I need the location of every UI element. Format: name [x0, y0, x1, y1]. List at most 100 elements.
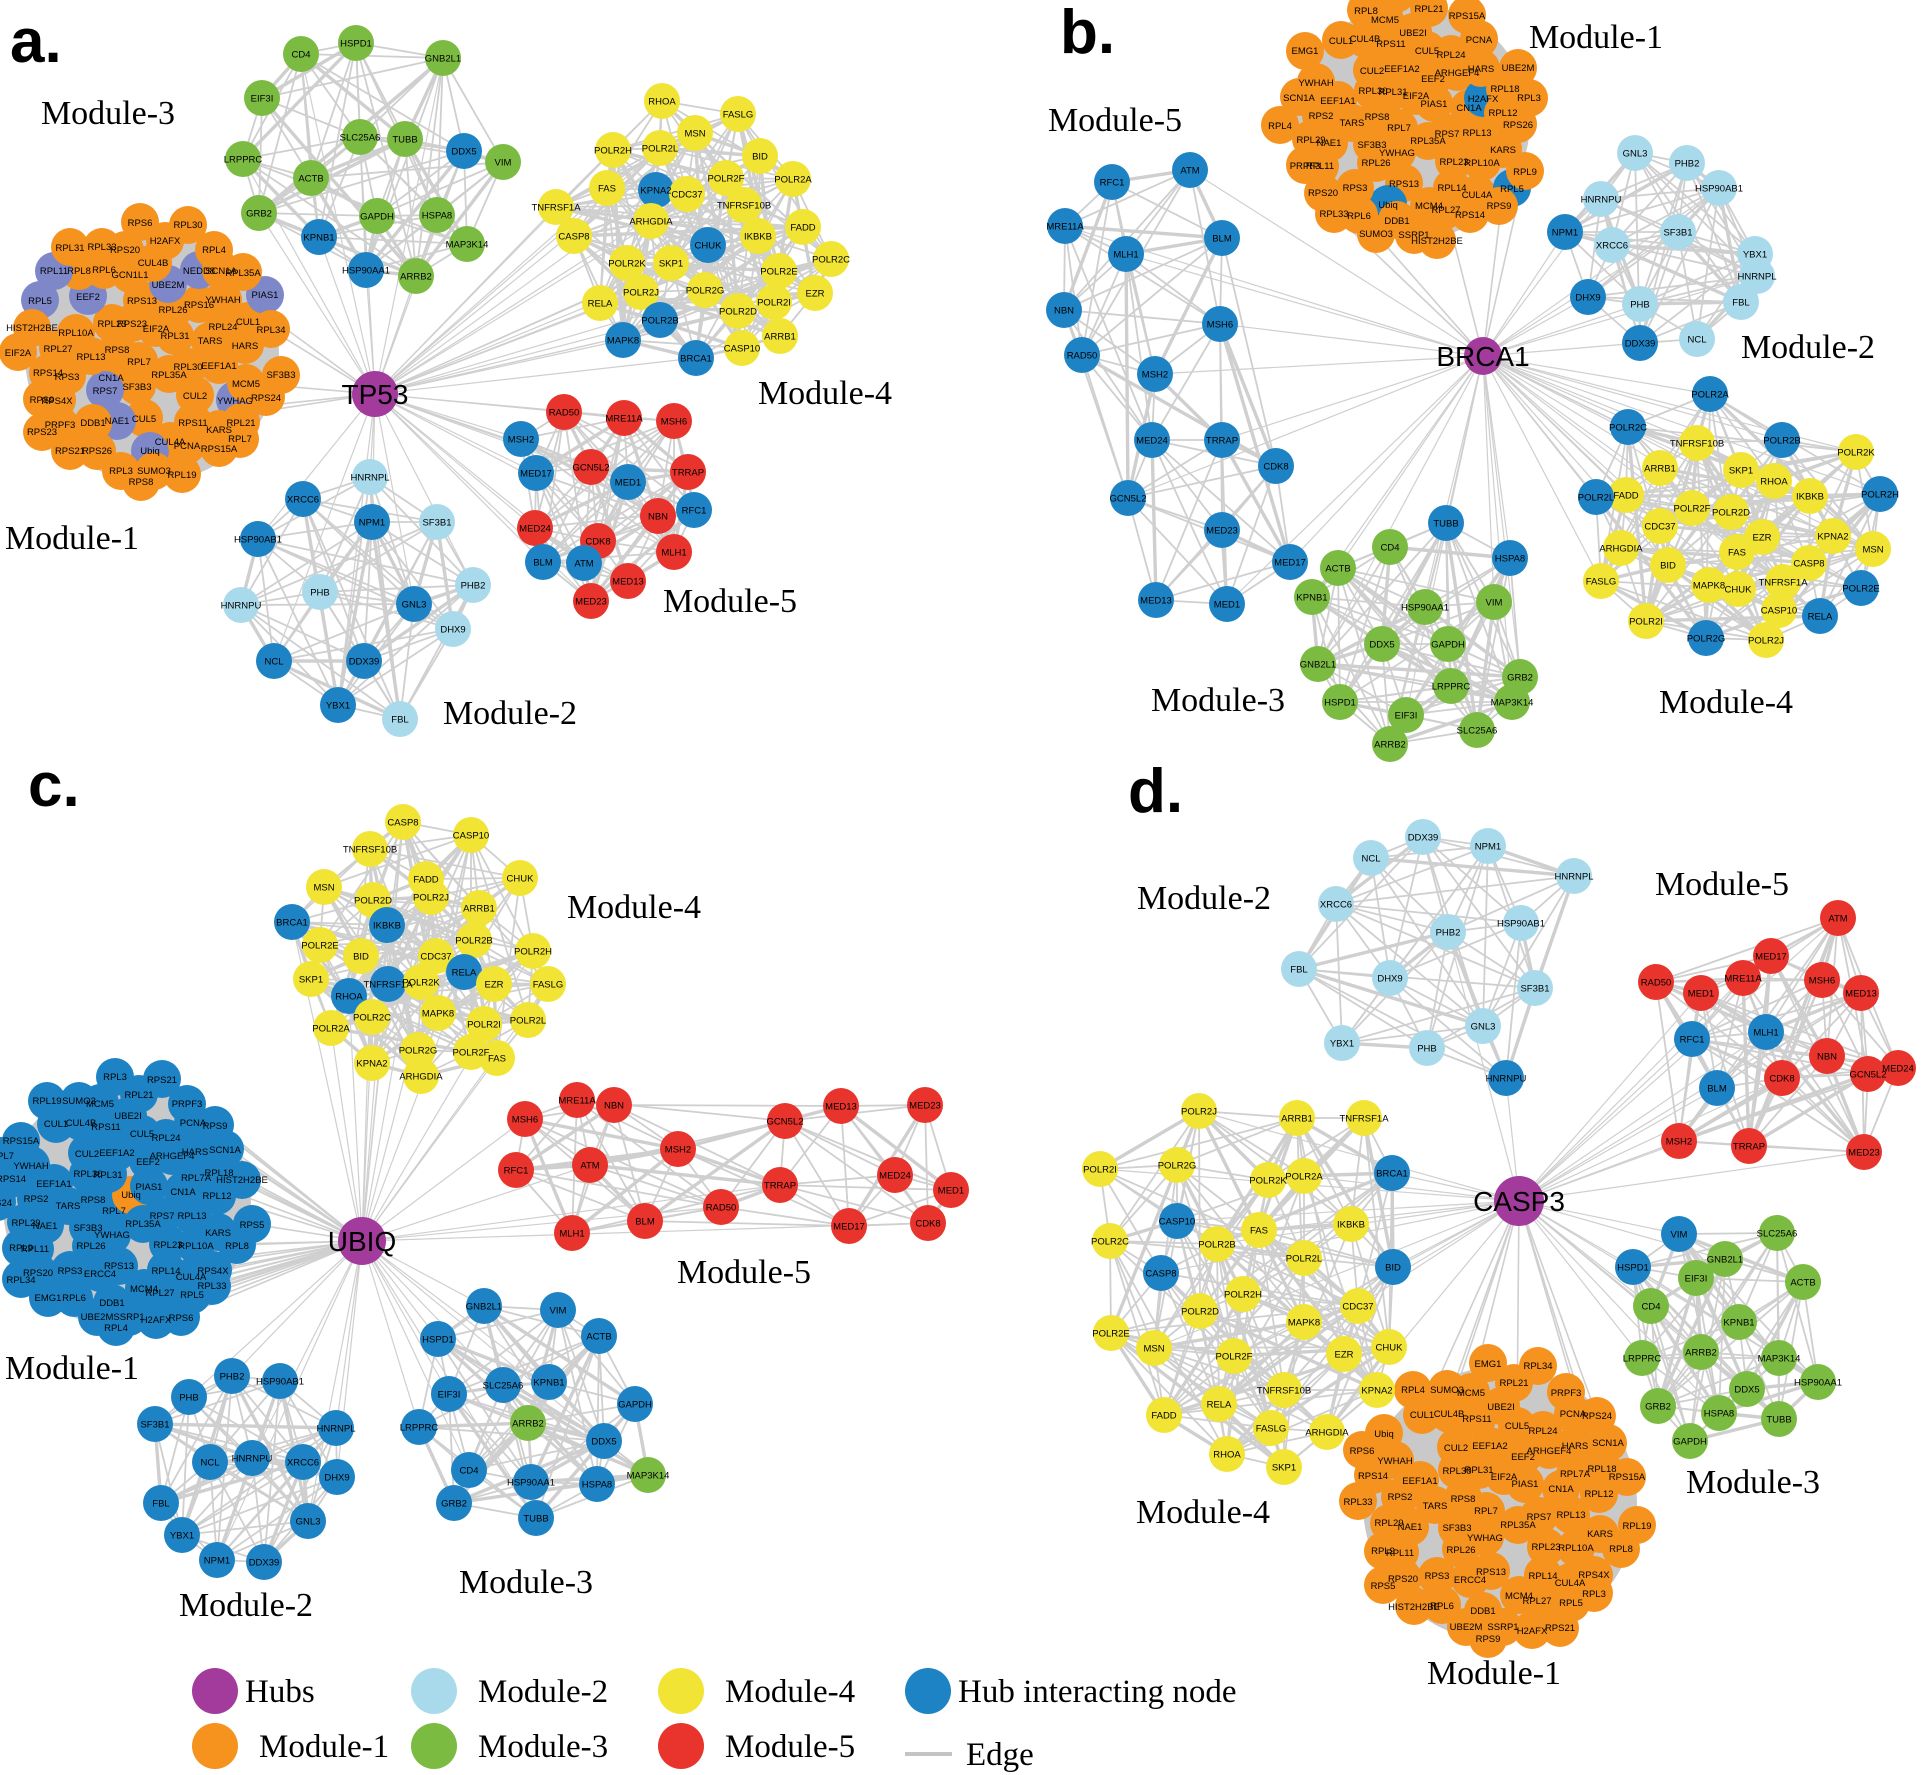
svg-text:CN1A: CN1A	[98, 373, 124, 384]
svg-text:CDK8: CDK8	[1263, 462, 1288, 473]
svg-text:ARHGEF4: ARHGEF4	[1527, 1446, 1572, 1457]
svg-text:CDK8: CDK8	[1769, 1074, 1794, 1085]
svg-text:RPS16: RPS16	[184, 300, 214, 311]
svg-text:Hubs: Hubs	[245, 1674, 315, 1710]
svg-text:RPL12: RPL12	[1488, 108, 1517, 119]
svg-text:RPS9: RPS9	[1487, 201, 1512, 212]
svg-text:MSH2: MSH2	[1142, 370, 1168, 381]
svg-text:H2AFX: H2AFX	[1468, 94, 1499, 105]
svg-text:HNRNPL: HNRNPL	[350, 473, 389, 484]
svg-text:RPS23: RPS23	[27, 427, 57, 438]
svg-text:SF3B3: SF3B3	[122, 382, 151, 393]
svg-text:CUL5: CUL5	[132, 414, 156, 425]
svg-text:KPNA2: KPNA2	[356, 1059, 387, 1070]
svg-text:RPS24: RPS24	[0, 1198, 12, 1209]
svg-text:MRE11A: MRE11A	[558, 1096, 596, 1107]
svg-text:POLR2G: POLR2G	[1158, 1161, 1197, 1172]
svg-text:MED23: MED23	[1848, 1148, 1880, 1159]
svg-text:PIAS1: PIAS1	[136, 1182, 163, 1193]
svg-text:Module-2: Module-2	[1137, 880, 1271, 917]
svg-text:Hub interacting node: Hub interacting node	[958, 1674, 1237, 1710]
svg-text:EIF3I: EIF3I	[1685, 1274, 1708, 1285]
svg-text:MAPK8: MAPK8	[422, 1009, 454, 1020]
svg-text:RPS4X: RPS4X	[197, 1266, 229, 1277]
svg-text:MED1: MED1	[1688, 989, 1714, 1000]
svg-text:RELA: RELA	[1808, 612, 1833, 623]
svg-text:CASP3: CASP3	[1473, 1186, 1565, 1217]
svg-text:BRCA1: BRCA1	[1436, 341, 1529, 372]
svg-text:DDX5: DDX5	[1734, 1385, 1759, 1396]
svg-text:ARRB1: ARRB1	[1281, 1114, 1313, 1125]
svg-text:FADD: FADD	[1151, 1411, 1176, 1422]
svg-text:RPL5: RPL5	[1559, 1598, 1583, 1609]
svg-text:POLR2I: POLR2I	[757, 298, 791, 309]
svg-text:ARRB2: ARRB2	[1685, 1348, 1717, 1359]
svg-text:GNL3: GNL3	[296, 1517, 321, 1528]
svg-text:PHB2: PHB2	[1675, 159, 1700, 170]
svg-text:LRPPRC: LRPPRC	[1432, 682, 1471, 693]
svg-text:HSP90AB1: HSP90AB1	[1695, 184, 1743, 195]
svg-text:MAPK8: MAPK8	[607, 336, 639, 347]
svg-text:ARHGDIA: ARHGDIA	[629, 217, 673, 228]
svg-text:RPL3: RPL3	[1582, 1589, 1606, 1600]
svg-text:HSPD1: HSPD1	[1617, 1263, 1649, 1274]
svg-text:CUL2: CUL2	[1444, 1443, 1468, 1454]
svg-text:CD4: CD4	[1380, 543, 1399, 554]
svg-text:RPL35A: RPL35A	[1500, 1520, 1536, 1531]
svg-text:RPL21: RPL21	[226, 418, 255, 429]
svg-text:EEF1A1: EEF1A1	[201, 361, 236, 372]
svg-text:POLR2G: POLR2G	[1687, 634, 1726, 645]
svg-text:RPL11: RPL11	[40, 266, 68, 277]
svg-text:RPL29: RPL29	[1374, 1518, 1403, 1529]
svg-text:RPL19: RPL19	[1622, 1521, 1651, 1532]
svg-text:GRB2: GRB2	[246, 209, 272, 220]
svg-text:RPL23: RPL23	[153, 1240, 182, 1251]
svg-text:MSH2: MSH2	[1666, 1137, 1692, 1148]
svg-text:SKP1: SKP1	[299, 975, 323, 986]
svg-text:KPNA2: KPNA2	[640, 186, 671, 197]
svg-text:SSRP1: SSRP1	[113, 1312, 144, 1323]
svg-text:VIM: VIM	[495, 158, 512, 169]
svg-text:MED13: MED13	[1140, 596, 1172, 607]
svg-text:PHB: PHB	[310, 588, 330, 599]
svg-text:RPL4: RPL4	[1401, 1385, 1425, 1396]
svg-text:SLC25A6: SLC25A6	[340, 133, 381, 144]
svg-text:CDK8: CDK8	[915, 1219, 940, 1230]
svg-text:RPS8: RPS8	[1365, 112, 1390, 123]
svg-text:Module-1: Module-1	[1529, 19, 1663, 56]
svg-text:RPL9: RPL9	[9, 1243, 33, 1254]
svg-text:IKBKB: IKBKB	[1796, 492, 1824, 503]
svg-text:GRB2: GRB2	[1507, 673, 1533, 684]
svg-text:NAE1: NAE1	[33, 1221, 58, 1232]
svg-text:POLR2H: POLR2H	[1224, 1290, 1262, 1301]
svg-text:HSP90AB1: HSP90AB1	[234, 535, 282, 546]
svg-text:RFC1: RFC1	[1680, 1035, 1705, 1046]
svg-text:RPS15A: RPS15A	[1449, 11, 1486, 22]
svg-text:HARS: HARS	[1562, 1441, 1588, 1452]
svg-text:Module-5: Module-5	[1655, 866, 1789, 903]
svg-text:RPS5: RPS5	[1371, 1581, 1396, 1592]
svg-text:FBL: FBL	[1290, 965, 1307, 976]
svg-text:RPL11: RPL11	[21, 1244, 49, 1255]
svg-text:RPL31: RPL31	[1378, 87, 1407, 98]
svg-text:PIAS1: PIAS1	[1421, 99, 1448, 110]
svg-text:SF3B1: SF3B1	[1663, 228, 1692, 239]
svg-text:RPS20: RPS20	[23, 1268, 53, 1279]
svg-text:Module-2: Module-2	[478, 1674, 608, 1710]
svg-text:CUL4B: CUL4B	[1350, 34, 1381, 45]
svg-text:VIM: VIM	[1671, 1230, 1688, 1241]
svg-text:MSN: MSN	[313, 883, 334, 894]
svg-text:RPL24: RPL24	[151, 1133, 180, 1144]
svg-text:RAD50: RAD50	[706, 1203, 737, 1214]
svg-text:RPS6: RPS6	[1350, 1446, 1375, 1457]
svg-text:HNRNPU: HNRNPU	[1486, 1074, 1527, 1085]
svg-text:RPL3: RPL3	[1517, 93, 1541, 104]
svg-text:PHB2: PHB2	[461, 581, 486, 592]
svg-text:MCM5: MCM5	[1457, 1388, 1485, 1399]
svg-text:MLH1: MLH1	[559, 1229, 584, 1240]
svg-text:HIST2H2BE: HIST2H2BE	[1411, 236, 1463, 247]
svg-text:MSH6: MSH6	[1207, 320, 1233, 331]
svg-text:CHUK: CHUK	[695, 241, 723, 252]
svg-text:CASP10: CASP10	[453, 831, 489, 842]
svg-text:CN1A: CN1A	[1548, 1484, 1574, 1495]
